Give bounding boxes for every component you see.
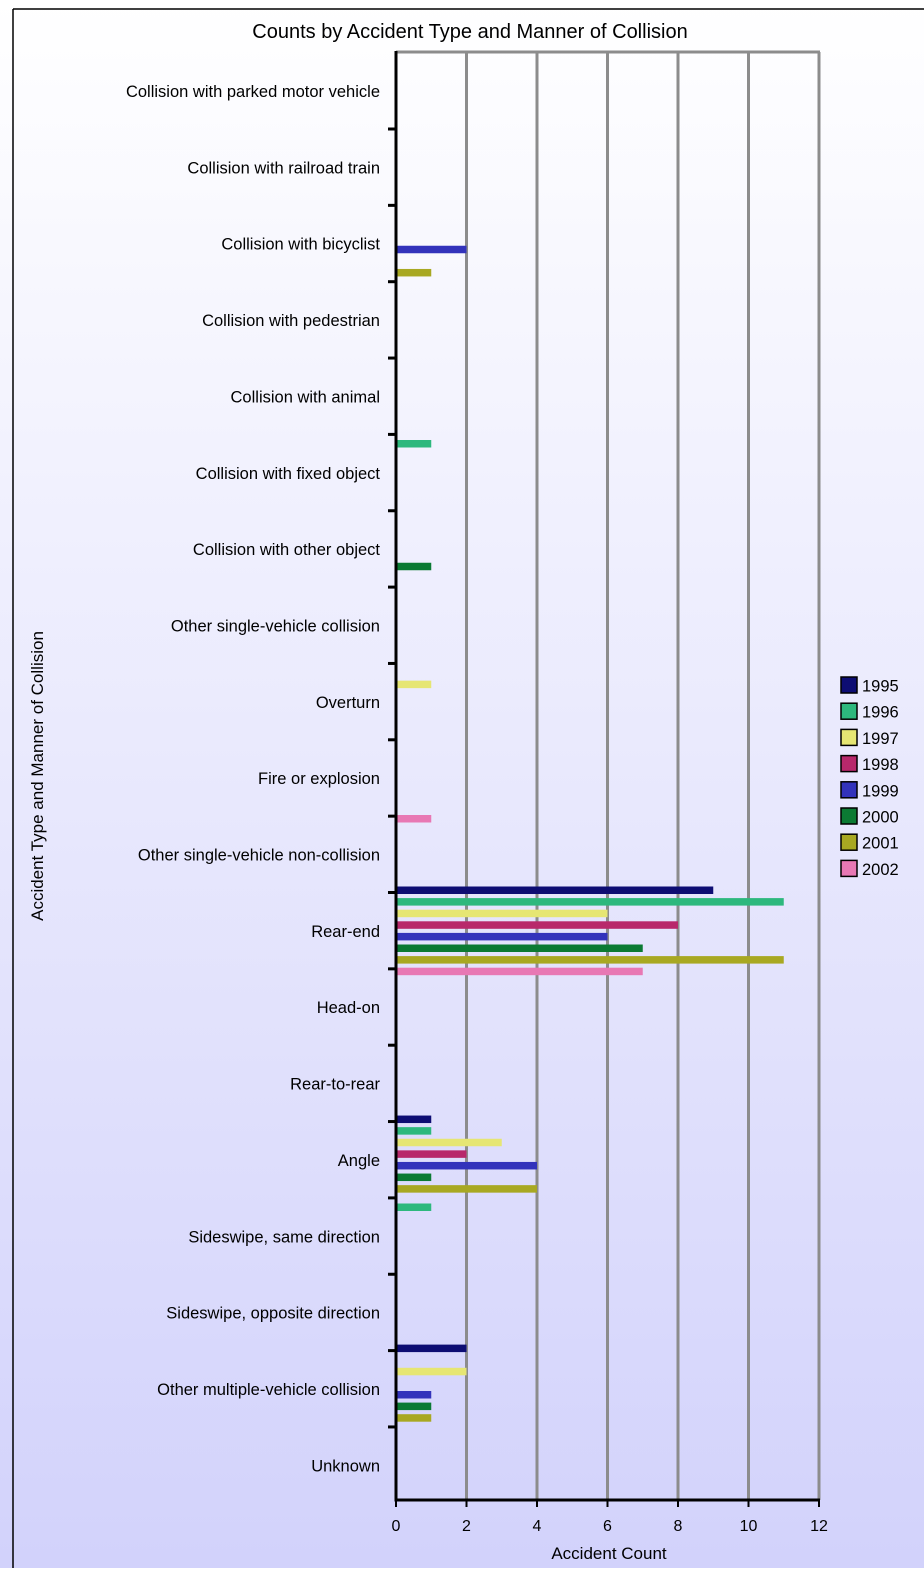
category-label: Rear-end <box>311 923 380 941</box>
bar-1996 <box>396 898 784 906</box>
legend-swatch <box>840 833 858 851</box>
category-label: Collision with bicyclist <box>221 236 380 254</box>
legend-label: 1999 <box>862 782 899 800</box>
bar-1997 <box>396 1138 502 1147</box>
bar-1996 <box>396 440 432 448</box>
legend-label: 1996 <box>862 704 899 722</box>
gridlines <box>396 50 821 1500</box>
chart-title: Counts by Accident Type and Manner of Co… <box>252 21 687 43</box>
legend: 1995 1996 1997 1998 1999 2000 2001 2002 <box>840 676 899 879</box>
category-label: Sideswipe, opposite direction <box>166 1305 380 1323</box>
legend-swatch <box>840 859 858 878</box>
category-label: Fire or explosion <box>258 770 380 788</box>
category-label: Sideswipe, same direction <box>188 1228 380 1246</box>
category-label: Collision with fixed object <box>196 465 381 483</box>
category-label: Other single-vehicle non-collision <box>138 847 380 865</box>
x-tick-label: 8 <box>674 1518 683 1535</box>
bar-2000 <box>396 562 432 571</box>
bar-2000 <box>396 1173 432 1182</box>
bar-1996 <box>396 1127 432 1135</box>
bar-2000 <box>396 1402 432 1411</box>
bar-1998 <box>396 921 678 929</box>
x-tick-label: 10 <box>740 1518 758 1535</box>
category-label: Collision with railroad train <box>187 159 380 177</box>
bar-2002 <box>396 815 432 823</box>
x-tick-label: 6 <box>603 1518 612 1535</box>
category-label: Angle <box>338 1152 380 1170</box>
bar-1996 <box>396 1203 432 1211</box>
category-labels: Collision with parked motor vehicle Colli… <box>126 83 381 1475</box>
x-axis-label: Accident Count <box>551 1544 667 1563</box>
category-label: Collision with pedestrian <box>202 312 380 330</box>
bar-1997 <box>396 909 608 918</box>
bar-1999 <box>396 1161 537 1170</box>
bar-1999 <box>396 932 608 941</box>
x-tick-label: 2 <box>462 1518 471 1535</box>
bar-1997 <box>396 1367 467 1376</box>
legend-swatch <box>840 754 858 773</box>
legend-label: 1997 <box>862 730 899 748</box>
bar-1999 <box>396 245 467 254</box>
bar-1997 <box>396 680 432 689</box>
bar-1998 <box>396 1150 467 1158</box>
bar-1995 <box>396 886 714 894</box>
y-axis-label: Accident Type and Manner of Collision <box>28 631 47 921</box>
category-label: Collision with animal <box>231 388 380 406</box>
bars <box>396 245 784 1422</box>
category-label: Head-on <box>317 999 380 1017</box>
legend-swatch <box>840 702 858 720</box>
legend-label: 1995 <box>862 678 899 696</box>
legend-swatch <box>840 781 858 799</box>
category-label: Rear-to-rear <box>290 1076 380 1094</box>
legend-label: 1998 <box>862 756 899 774</box>
category-label: Unknown <box>311 1457 380 1475</box>
x-tick-label: 4 <box>533 1518 542 1535</box>
bar-2001 <box>396 1414 432 1422</box>
category-label: Other multiple-vehicle collision <box>157 1381 380 1399</box>
legend-label: 2000 <box>862 809 899 827</box>
legend-label: 2002 <box>862 861 899 879</box>
bar-2001 <box>396 268 432 277</box>
legend-swatch <box>840 676 858 694</box>
bar-2001 <box>396 956 784 964</box>
category-label: Collision with other object <box>193 541 381 559</box>
bar-1995 <box>396 1115 432 1124</box>
bar-1999 <box>396 1391 432 1399</box>
legend-label: 2001 <box>862 835 899 853</box>
bar-2000 <box>396 944 643 952</box>
bar-2002 <box>396 967 643 976</box>
x-tick-label: 0 <box>392 1518 401 1535</box>
category-label: Overturn <box>316 694 380 712</box>
axes: 0 2 4 6 8 10 12 <box>388 51 828 1535</box>
x-tick-label: 12 <box>810 1518 828 1535</box>
category-label: Other single-vehicle collision <box>171 617 380 635</box>
legend-swatch <box>840 728 858 747</box>
legend-swatch <box>840 807 858 825</box>
bar-1995 <box>396 1344 467 1353</box>
category-label: Collision with parked motor vehicle <box>126 83 380 101</box>
bar-2001 <box>396 1185 537 1193</box>
